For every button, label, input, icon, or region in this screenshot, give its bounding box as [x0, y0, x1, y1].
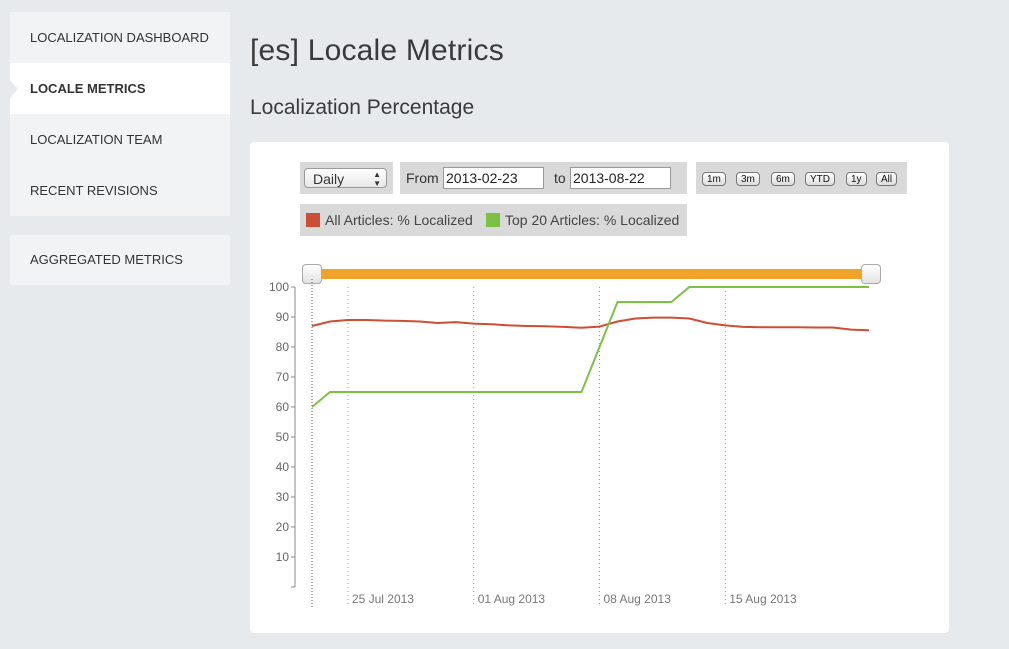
y-tick-label: 20 — [276, 520, 290, 534]
zoom-all-button[interactable]: All — [876, 172, 898, 186]
y-tick-label: 10 — [276, 550, 290, 564]
date-range-control: From to — [400, 162, 687, 194]
zoom-1m-button[interactable]: 1m — [702, 172, 726, 186]
sidebar-nav: Localization Dashboard Locale Metrics Lo… — [10, 12, 230, 216]
section-title: Localization Percentage — [250, 96, 475, 119]
legend-swatch-green — [486, 213, 500, 227]
sidebar-item-localization-team[interactable]: Localization Team — [30, 132, 163, 147]
select-arrows-icon: ▲ ▼ — [373, 170, 381, 188]
sidebar-item-aggregated-metrics[interactable]: Aggregated Metrics — [30, 252, 183, 267]
zoom-ytd-button[interactable]: YTD — [805, 172, 835, 186]
zoom-6m-button[interactable]: 6m — [771, 172, 795, 186]
y-tick-label: 60 — [276, 400, 290, 414]
sidebar-item-recent-revisions[interactable]: Recent Revisions — [30, 183, 158, 198]
range-slider-track[interactable] — [312, 269, 872, 279]
series-line-all-articles — [311, 316, 870, 332]
x-tick-label: 15 Aug 2013 — [729, 592, 797, 606]
period-select[interactable]: Daily ▲ ▼ — [304, 168, 387, 188]
zoom-controls: 1m 3m 6m YTD 1y All — [696, 162, 907, 194]
legend-item-top20-articles[interactable]: Top 20 Articles: % Localized — [486, 212, 679, 228]
y-tick-label: 70 — [276, 370, 290, 384]
chart-card: Daily ▲▼ From to 1m 3m 6m YTD 1y All All… — [250, 142, 949, 633]
y-tick-label: 100 — [269, 280, 289, 294]
sidebar-item-locale-metrics[interactable]: Locale Metrics — [10, 63, 230, 114]
page-title: [es] Locale Metrics — [250, 34, 504, 67]
zoom-1y-button[interactable]: 1y — [846, 172, 867, 186]
sidebar-item-localization-dashboard[interactable]: Localization Dashboard — [30, 30, 209, 45]
y-tick-label: 80 — [276, 340, 290, 354]
period-control: Daily ▲ ▼ — [300, 162, 393, 194]
sidebar-nav-secondary: Aggregated Metrics — [10, 235, 230, 285]
y-tick-label: 50 — [276, 430, 290, 444]
legend-label: Top 20 Articles: % Localized — [505, 212, 680, 228]
legend-swatch-red — [306, 213, 320, 227]
to-label: to — [554, 170, 566, 186]
x-tick-label: 01 Aug 2013 — [478, 592, 546, 606]
range-slider-left-handle[interactable] — [302, 264, 322, 284]
from-label: From — [406, 170, 439, 186]
legend-label: All Articles: % Localized — [325, 212, 473, 228]
y-tick-label: 40 — [276, 460, 290, 474]
y-tick-label: 30 — [276, 490, 290, 504]
series-line-top20-articles — [311, 286, 869, 408]
x-tick-label: 08 Aug 2013 — [603, 592, 671, 606]
chart-legend: All Articles: % Localized Top 20 Article… — [300, 204, 687, 236]
from-date-input[interactable] — [443, 167, 544, 189]
range-slider-right-handle[interactable] — [861, 264, 881, 284]
x-tick-label: 25 Jul 2013 — [352, 592, 414, 606]
legend-item-all-articles[interactable]: All Articles: % Localized — [306, 212, 473, 228]
y-tick-label: 90 — [276, 310, 290, 324]
line-chart: 10 20 30 40 50 60 70 80 90 100 25 Jul 2013 01 Aug 2… — [269, 279, 870, 607]
period-select-value: Daily — [313, 171, 345, 187]
to-date-input[interactable] — [570, 167, 671, 189]
zoom-3m-button[interactable]: 3m — [736, 172, 760, 186]
